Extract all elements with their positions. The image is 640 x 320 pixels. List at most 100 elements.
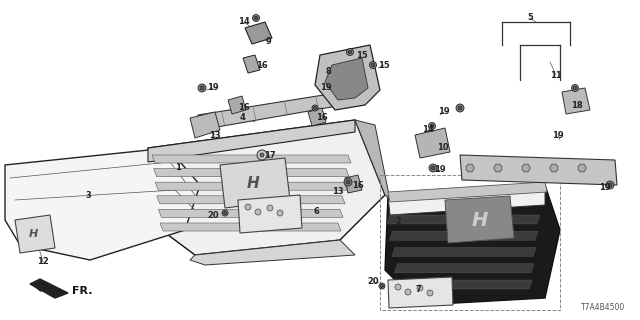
Text: 15: 15: [356, 51, 368, 60]
Polygon shape: [154, 169, 349, 177]
Polygon shape: [148, 120, 385, 255]
Text: 4: 4: [240, 114, 246, 123]
Text: 17: 17: [264, 150, 276, 159]
Circle shape: [346, 49, 353, 55]
Polygon shape: [160, 223, 341, 231]
Polygon shape: [5, 148, 200, 260]
Text: 19: 19: [434, 165, 446, 174]
Circle shape: [245, 204, 251, 210]
Circle shape: [417, 285, 423, 291]
Circle shape: [379, 283, 385, 289]
Polygon shape: [345, 175, 362, 193]
Text: T7A4B4500: T7A4B4500: [580, 303, 625, 312]
Circle shape: [427, 290, 433, 296]
Text: 11: 11: [550, 70, 562, 79]
Circle shape: [429, 164, 437, 172]
Polygon shape: [15, 215, 55, 253]
Circle shape: [348, 50, 352, 54]
Polygon shape: [415, 128, 450, 158]
Circle shape: [277, 210, 283, 216]
Polygon shape: [245, 22, 272, 44]
Circle shape: [381, 284, 383, 287]
Polygon shape: [238, 195, 302, 233]
Circle shape: [606, 181, 614, 189]
Text: 13: 13: [209, 131, 221, 140]
Polygon shape: [243, 55, 260, 73]
Text: 6: 6: [313, 206, 319, 215]
Circle shape: [456, 104, 464, 112]
Polygon shape: [148, 120, 355, 162]
Circle shape: [267, 205, 273, 211]
Polygon shape: [394, 264, 534, 273]
Polygon shape: [445, 196, 514, 243]
Circle shape: [458, 106, 462, 110]
Polygon shape: [152, 155, 351, 163]
Circle shape: [344, 178, 352, 186]
Polygon shape: [385, 185, 560, 305]
Text: 19: 19: [599, 183, 611, 193]
Text: H: H: [246, 175, 259, 190]
Polygon shape: [388, 182, 547, 202]
Text: 19: 19: [552, 131, 564, 140]
Circle shape: [466, 164, 474, 172]
Text: 16: 16: [256, 60, 268, 69]
Circle shape: [200, 86, 204, 90]
Polygon shape: [387, 215, 540, 224]
Polygon shape: [397, 280, 532, 289]
Circle shape: [573, 86, 577, 90]
Polygon shape: [198, 90, 360, 130]
Circle shape: [430, 124, 434, 128]
Circle shape: [369, 61, 376, 68]
Text: 12: 12: [37, 258, 49, 267]
Circle shape: [255, 209, 261, 215]
Circle shape: [431, 166, 435, 170]
Text: 14: 14: [238, 18, 250, 27]
Polygon shape: [30, 279, 68, 298]
Text: 20: 20: [207, 212, 219, 220]
Text: 14: 14: [422, 125, 434, 134]
Text: 20: 20: [367, 277, 379, 286]
Circle shape: [494, 164, 502, 172]
Circle shape: [395, 284, 401, 290]
Text: 7: 7: [415, 284, 421, 293]
Circle shape: [198, 84, 206, 92]
Circle shape: [608, 183, 612, 187]
Circle shape: [257, 150, 267, 160]
Text: 3: 3: [85, 191, 91, 201]
Polygon shape: [460, 155, 617, 185]
Polygon shape: [190, 112, 220, 138]
Text: 19: 19: [320, 84, 332, 92]
Text: H: H: [28, 229, 38, 239]
Polygon shape: [308, 108, 326, 126]
Polygon shape: [325, 58, 368, 100]
Text: 8: 8: [325, 68, 331, 76]
Text: 16: 16: [316, 114, 328, 123]
Text: 16: 16: [352, 180, 364, 189]
Polygon shape: [355, 120, 390, 200]
Circle shape: [578, 164, 586, 172]
Circle shape: [405, 289, 411, 295]
Polygon shape: [157, 196, 345, 204]
Polygon shape: [190, 240, 355, 265]
Polygon shape: [228, 96, 246, 114]
Circle shape: [346, 180, 350, 184]
Circle shape: [260, 153, 264, 157]
Polygon shape: [390, 231, 538, 240]
Text: 19: 19: [438, 108, 450, 116]
Text: 2: 2: [395, 218, 401, 227]
Text: 9: 9: [265, 37, 271, 46]
Text: H: H: [472, 211, 488, 229]
Circle shape: [314, 107, 317, 109]
Text: 10: 10: [437, 143, 449, 153]
Circle shape: [550, 164, 558, 172]
Polygon shape: [315, 45, 380, 110]
Circle shape: [572, 84, 579, 92]
Text: 13: 13: [332, 188, 344, 196]
Circle shape: [312, 105, 318, 111]
Polygon shape: [220, 158, 290, 208]
Polygon shape: [388, 277, 453, 308]
Circle shape: [522, 164, 530, 172]
Polygon shape: [562, 88, 590, 114]
Text: 15: 15: [378, 60, 390, 69]
Text: 1: 1: [175, 164, 181, 172]
